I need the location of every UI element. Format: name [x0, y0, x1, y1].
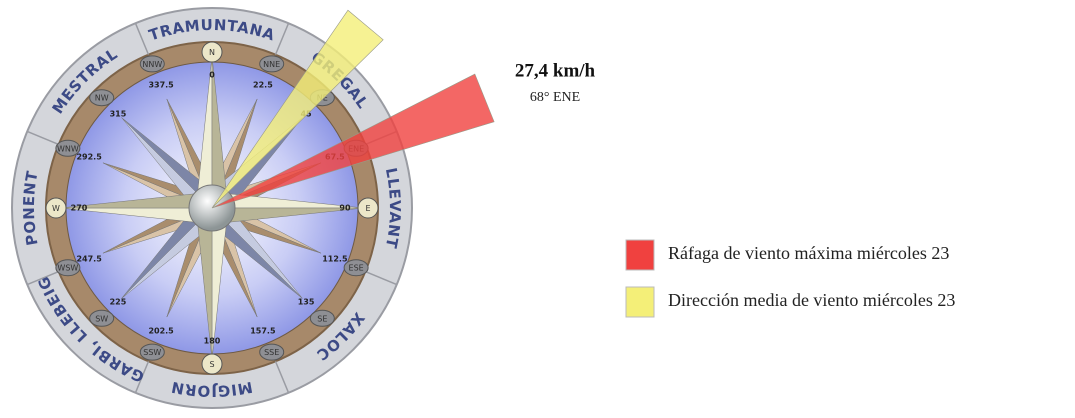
direction-wedge — [211, 73, 495, 209]
degree-label: 90 — [339, 204, 351, 213]
point-label: NW — [95, 94, 109, 103]
point-badge — [139, 343, 165, 361]
point-label: NNW — [142, 60, 162, 69]
degree-label: 112.5 — [322, 254, 348, 263]
point-label: NNE — [263, 60, 280, 69]
direction-wedge — [211, 9, 384, 209]
wind-name: MIGJORN — [169, 378, 254, 401]
degree-label: 202.5 — [148, 326, 174, 335]
wind-name-text: PONENT — [19, 169, 40, 247]
point-label: N — [209, 48, 215, 57]
degree-label: 315 — [110, 109, 127, 118]
sector-divider — [26, 130, 59, 146]
degree-label: 0 — [209, 71, 215, 80]
degree-label: 247.5 — [76, 254, 102, 263]
point-label: WSW — [57, 264, 78, 273]
legend-swatch — [625, 286, 655, 318]
sector-divider — [26, 270, 59, 286]
point-badge — [343, 259, 369, 277]
degree-label: 225 — [110, 298, 127, 307]
wind-name: LLEVANT — [382, 166, 404, 250]
point-badge — [139, 55, 165, 73]
degree-label: 180 — [204, 337, 221, 346]
sector-divider — [134, 22, 150, 55]
degree-label: 157.5 — [250, 326, 276, 335]
point-badge — [55, 259, 81, 277]
point-badge — [201, 41, 223, 63]
point-badge — [89, 309, 115, 327]
sector-divider — [274, 22, 290, 55]
legend-swatch — [625, 239, 655, 271]
point-label: W — [52, 204, 60, 213]
legend-label: Ráfaga de viento máxima miércoles 23 — [668, 243, 949, 263]
point-badge — [55, 139, 81, 157]
wind-name: PONENT — [19, 169, 41, 247]
sector-divider — [274, 361, 290, 394]
point-badge — [259, 343, 285, 361]
wind-name-text: MIGJORN — [169, 378, 253, 401]
sector-divider — [365, 270, 398, 286]
point-badge — [309, 309, 335, 327]
point-badge — [45, 197, 67, 219]
legend-label: Dirección media de viento miércoles 23 — [668, 290, 955, 310]
sector-divider — [134, 361, 150, 394]
point-badge — [89, 89, 115, 107]
point-label: S — [209, 360, 214, 369]
gust-direction: 68° ENE — [530, 90, 580, 105]
degree-label: 337.5 — [148, 81, 174, 90]
point-label: E — [365, 204, 370, 213]
degree-label: 292.5 — [76, 153, 102, 162]
point-label: SSE — [264, 348, 279, 357]
point-badge — [357, 197, 379, 219]
point-label: WNW — [57, 144, 79, 153]
point-badge — [259, 55, 285, 73]
degree-label: 270 — [71, 204, 88, 213]
point-label: SE — [317, 314, 327, 323]
wind-name-text: LLEVANT — [382, 166, 403, 250]
point-label: SSW — [143, 348, 161, 357]
degree-label: 135 — [298, 298, 315, 307]
point-label: SW — [95, 314, 108, 323]
point-badge — [201, 353, 223, 375]
degree-label: 22.5 — [253, 81, 273, 90]
point-label: ESE — [349, 264, 364, 273]
gust-speed: 27,4 km/h — [515, 60, 596, 81]
